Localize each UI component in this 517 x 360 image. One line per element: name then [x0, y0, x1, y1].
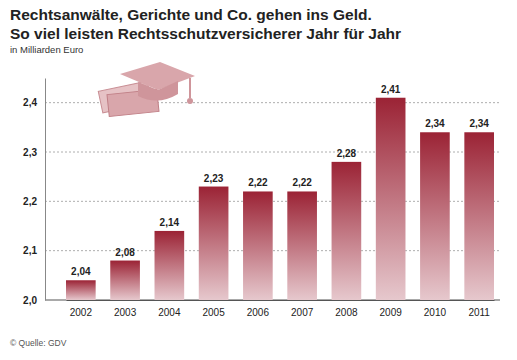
bar [199, 187, 229, 300]
bar [110, 261, 140, 300]
x-axis: 2002 2003 2004 2005 2006 2007 2008 2009 2010 2011 [67, 301, 495, 319]
data-label: 2,34 [425, 118, 445, 129]
icon [98, 62, 195, 117]
data-label: 2,14 [160, 217, 180, 228]
bar [243, 191, 273, 300]
icon-tassel [187, 98, 193, 104]
y-tick-label: 2,2 [23, 196, 37, 207]
y-tick: 2,3 [23, 147, 45, 158]
x-tick: 2007 [291, 307, 314, 318]
x-tick: 2008 [335, 307, 358, 318]
x-tick-label: 2003 [114, 307, 137, 318]
y-axis-line [45, 79, 46, 301]
chart: Rechtsanwälte, Gerichte und Co. gehen in… [0, 0, 517, 360]
y-tick-label: 2,3 [23, 147, 37, 158]
data-label: 2,08 [115, 247, 135, 258]
x-tick: 2009 [380, 307, 403, 318]
x-tick-label: 2005 [202, 307, 225, 318]
bar [155, 231, 185, 300]
bars [66, 98, 494, 300]
data-label: 2,22 [292, 177, 312, 188]
bar [464, 132, 494, 300]
x-axis-line [67, 300, 495, 301]
x-tick-label: 2008 [335, 307, 358, 318]
subtitle: So viel leisten Rechtsschutzversicherer … [10, 25, 401, 42]
bar [420, 132, 450, 300]
icon-cap [138, 81, 178, 101]
data-label: 2,23 [204, 173, 224, 184]
icon-cap [120, 62, 195, 90]
data-label: 2,34 [469, 118, 489, 129]
y-tick: 2,0 [23, 295, 45, 306]
title: Rechtsanwälte, Gerichte und Co. gehen in… [10, 6, 372, 23]
x-tick: 2010 [424, 307, 447, 318]
y-tick: 2,1 [23, 245, 45, 256]
y-tick-label: 2,1 [23, 245, 37, 256]
bar [376, 98, 406, 300]
data-labels: 2,04 2,08 2,14 2,23 2,22 2,22 2,28 2,41 2,34 2,34 [71, 84, 489, 278]
x-tick: 2011 [468, 307, 490, 318]
y-axis-label: in Milliarden Euro [10, 44, 83, 55]
x-tick-label: 2006 [247, 307, 270, 318]
y-axis: 2,0 2,1 2,2 2,3 2,4 [23, 79, 45, 306]
x-tick: 2003 [114, 307, 137, 318]
x-tick-label: 2002 [70, 307, 93, 318]
x-tick-label: 2009 [380, 307, 403, 318]
x-tick-label: 2004 [158, 307, 181, 318]
source: © Quelle: GDV [10, 338, 67, 348]
x-tick: 2006 [247, 307, 270, 318]
bar [287, 191, 317, 300]
bar [332, 162, 362, 300]
data-label: 2,22 [248, 177, 268, 188]
data-label: 2,04 [71, 266, 91, 277]
x-tick-label: 2011 [468, 307, 490, 318]
x-tick: 2005 [202, 307, 225, 318]
bar [66, 280, 96, 300]
y-tick-label: 2,4 [23, 97, 37, 108]
y-tick: 2,4 [23, 97, 45, 108]
icon-tassel [189, 78, 191, 98]
x-tick-label: 2010 [424, 307, 447, 318]
x-tick: 2002 [70, 307, 93, 318]
x-tick-label: 2007 [291, 307, 314, 318]
data-label: 2,28 [337, 148, 357, 159]
grid [45, 103, 500, 300]
data-label: 2,41 [381, 84, 401, 95]
y-tick: 2,2 [23, 196, 45, 207]
y-tick-label: 2,0 [23, 295, 37, 306]
x-tick: 2004 [158, 307, 181, 318]
